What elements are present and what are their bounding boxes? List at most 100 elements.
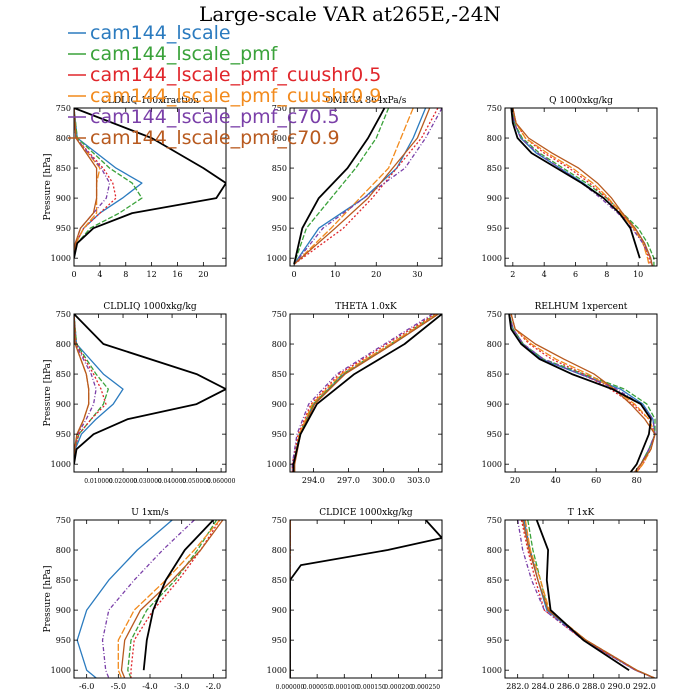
y-tick-label: 800 — [487, 546, 502, 555]
plot-area — [510, 108, 655, 266]
series-line-cam144_lscale_pmf — [74, 314, 109, 465]
x-tick-label: 292.0 — [633, 682, 656, 691]
y-tick-label: 800 — [272, 134, 287, 143]
plot-frame — [73, 107, 227, 267]
plot-frame — [504, 519, 658, 679]
x-tick-label: 20 — [198, 270, 208, 279]
series-line-cam144_lscale_pmf_cuushr0.9 — [512, 108, 650, 266]
plot-area — [508, 314, 656, 472]
series-line-cam144_lscale_pmf_cuushr0.5 — [520, 520, 655, 678]
legend: cam144_lscalecam144_lscale_pmfcam144_lsc… — [68, 22, 381, 149]
x-tick-label: 284.0 — [532, 682, 555, 691]
y-tick-label: 950 — [487, 224, 502, 233]
y-tick-label: 850 — [56, 164, 71, 173]
panel-title: CLDLIQ 100xfraction — [101, 96, 199, 106]
y-tick-label: 1000 — [482, 254, 502, 263]
y-tick-label: 1000 — [51, 254, 71, 263]
series-line-cam144_lscale_pmf — [293, 108, 390, 265]
series-line-obs — [74, 314, 226, 465]
y-tick-label: 800 — [487, 134, 502, 143]
y-tick-label: 800 — [272, 340, 287, 349]
x-tick-label: 8 — [123, 270, 128, 279]
series-line-cam144_lscale_pmf_c70.9 — [512, 108, 653, 266]
series-line-cam144_lscale_pmf_c70.9 — [293, 108, 431, 265]
series-line-cam144_lscale — [292, 314, 439, 472]
panel-title: CLDLIQ 1000xkg/kg — [103, 302, 197, 312]
series-line-cam144_lscale_pmf — [508, 314, 656, 472]
plot-area — [76, 520, 224, 678]
panel-title: OMEGA 864xPa/s — [326, 96, 407, 106]
y-tick-label: 1000 — [267, 460, 287, 469]
x-tick-label: 0 — [292, 270, 297, 279]
x-tick-label: 30 — [412, 270, 422, 279]
series-line-cam144_lscale_pmf_c70.5 — [74, 108, 111, 259]
figure-title: Large-scale VAR at265E,-24N — [199, 2, 501, 26]
y-axis-label: Pressure [hPa] — [43, 359, 53, 426]
y-tick-label: 750 — [487, 310, 502, 319]
x-tick-label: 0.000100 — [330, 684, 359, 691]
x-tick-label: 0.060000 — [207, 478, 236, 485]
y-tick-label: 900 — [272, 606, 287, 615]
x-tick-label: 80 — [632, 476, 642, 485]
series-line-obs — [510, 108, 641, 259]
y-tick-label: 750 — [487, 104, 502, 113]
plot-frame — [73, 519, 227, 679]
y-tick-label: 900 — [56, 194, 71, 203]
y-tick-label: 1000 — [482, 666, 502, 675]
y-tick-label: 900 — [487, 606, 502, 615]
y-tick-label: 950 — [56, 636, 71, 645]
y-tick-label: 850 — [487, 576, 502, 585]
plot-frame — [73, 313, 227, 473]
series-line-cam144_lscale_pmf_c70.5 — [508, 314, 656, 472]
x-tick-label: 0.050000 — [182, 478, 211, 485]
x-tick-label: 282.0 — [506, 682, 529, 691]
series-line-cam144_lscale — [508, 314, 656, 472]
legend-item-label: cam144_lscale_pmf_cuushr0.9 — [90, 85, 381, 107]
x-tick-label: 2 — [510, 270, 515, 279]
y-tick-label: 950 — [272, 224, 287, 233]
y-tick-label: 900 — [56, 400, 71, 409]
x-tick-label: -5.0 — [111, 682, 126, 691]
y-tick-label: 950 — [272, 636, 287, 645]
plot-area — [290, 520, 442, 678]
legend-item-label: cam144_lscale_pmf_cuushr0.5 — [90, 64, 381, 86]
x-tick-label: 4 — [97, 270, 102, 279]
y-tick-label: 750 — [56, 516, 71, 525]
x-tick-label: 8 — [604, 270, 609, 279]
y-tick-label: 850 — [272, 576, 287, 585]
series-line-cam144_lscale_pmf — [512, 108, 655, 266]
panel-cldliq-3: 750 800 850 900 950 1000 0.0100000.0200000.030… — [43, 302, 236, 485]
panel-title: Q 1000xkg/kg — [549, 96, 613, 106]
plot-frame — [289, 519, 443, 679]
y-tick-label: 950 — [56, 430, 71, 439]
y-tick-label: 1000 — [267, 666, 287, 675]
y-tick-label: 850 — [487, 370, 502, 379]
x-tick-label: 20 — [371, 270, 381, 279]
panel-omega-1: 750 800 850 900 950 1000 0 10 20 30 OMEGA 864xPa/s — [267, 96, 443, 279]
panel-title: THETA 1.0xK — [335, 302, 397, 312]
x-tick-label: 20 — [510, 476, 520, 485]
y-tick-label: 950 — [487, 430, 502, 439]
series-line-cam144_lscale_pmf_cuushr0.9 — [117, 520, 221, 678]
x-tick-label: 0.000200 — [384, 684, 413, 691]
x-tick-label: 60 — [591, 476, 601, 485]
series-line-cam144_lscale_pmf_cuushr0.9 — [510, 314, 656, 472]
plot-area — [517, 520, 655, 678]
panel-title: U 1xm/s — [131, 508, 169, 518]
series-line-obs — [508, 314, 652, 472]
panel-cldliq-0: 750 800 850 900 950 10000 4 8 12 16 20 CLDLIQ 100xf… — [43, 96, 227, 279]
panel-u-6: 750 800 850 900 950 1000 -6.0 -5.0 -4.0 -3.0 -2.0 U… — [43, 508, 227, 691]
plot-area — [74, 108, 226, 259]
series-line-cam144_lscale_pmf — [127, 520, 218, 678]
panel-relhum-5: 750 800 850 900 950 1000 20 40 60 80 RELHUM 1xperc… — [482, 302, 658, 485]
x-tick-label: 294.0 — [302, 476, 325, 485]
series-line-cam144_lscale_pmf_cuushr0.9 — [293, 108, 414, 265]
y-tick-label: 900 — [487, 194, 502, 203]
y-tick-label: 850 — [487, 164, 502, 173]
y-tick-label: 950 — [272, 430, 287, 439]
legend-item-label: cam144_lscale_pmf_c70.5 — [90, 106, 340, 128]
series-line-obs — [293, 108, 386, 265]
x-tick-label: 0.010000 — [84, 478, 113, 485]
x-tick-label: 288.0 — [582, 682, 605, 691]
series-line-obs — [292, 314, 442, 472]
